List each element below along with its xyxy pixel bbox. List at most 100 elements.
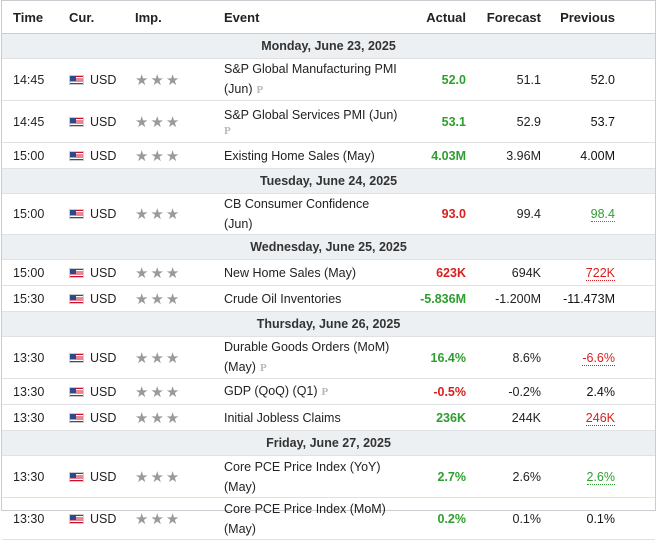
event-name-cell[interactable]: Core PCE Price Index (YoY) (May)	[224, 455, 404, 498]
event-importance-cell: ★★★	[135, 455, 224, 498]
event-actual: 4.03M	[404, 142, 476, 169]
event-row[interactable]: 13:30 USD ★★★ Core PCE Price Index (YoY) (M…	[2, 455, 655, 498]
event-currency-cell: USD	[69, 336, 135, 379]
importance-stars-icon: ★★★	[135, 409, 182, 427]
event-name-cell[interactable]: Durable Goods Orders (MoM) (May) P	[224, 336, 404, 379]
event-previous[interactable]: 98.4	[590, 207, 615, 222]
event-currency: USD	[90, 410, 117, 425]
day-label: Monday, June 23, 2025	[2, 33, 655, 59]
event-importance-cell: ★★★	[135, 285, 224, 312]
event-currency-cell: USD	[69, 455, 135, 498]
event-time: 14:45	[2, 58, 69, 101]
day-label: Friday, June 27, 2025	[2, 430, 655, 456]
event-actual: 53.1	[404, 100, 476, 143]
event-row[interactable]: 15:00 USD ★★★ New Home Sales (May) 623K 694K 7…	[2, 259, 655, 286]
event-name-cell[interactable]: GDP (QoQ) (Q1) P	[224, 378, 404, 405]
event-name-cell[interactable]: Core PCE Price Index (MoM) (May)	[224, 497, 404, 540]
day-header-row: Monday, June 23, 2025	[2, 33, 655, 59]
event-currency-cell: USD	[69, 58, 135, 101]
event-currency-cell: USD	[69, 142, 135, 169]
event-currency-cell: USD	[69, 497, 135, 540]
event-name[interactable]: Crude Oil Inventories	[224, 291, 342, 306]
event-importance-cell: ★★★	[135, 142, 224, 169]
event-name-cell[interactable]: S&P Global Manufacturing PMI (Jun) P	[224, 58, 404, 101]
event-name[interactable]: Core PCE Price Index (MoM) (May)	[224, 501, 386, 536]
event-name-cell[interactable]: Crude Oil Inventories	[224, 285, 404, 312]
event-importance-cell: ★★★	[135, 259, 224, 286]
day-header-row: Friday, June 27, 2025	[2, 430, 655, 456]
event-row[interactable]: 13:30 USD ★★★ Durable Goods Orders (MoM) (M…	[2, 336, 655, 379]
event-name[interactable]: CB Consumer Confidence (Jun)	[224, 197, 370, 231]
event-name-cell[interactable]: New Home Sales (May)	[224, 259, 404, 286]
event-time: 15:00	[2, 193, 69, 235]
us-flag-icon	[69, 74, 84, 85]
event-previous-cell: 4.00M	[541, 142, 655, 169]
event-name[interactable]: S&P Global Services PMI (Jun)	[224, 108, 398, 122]
event-importance-cell: ★★★	[135, 193, 224, 235]
col-header-time[interactable]: Time	[2, 1, 69, 34]
event-previous: 2.4%	[586, 384, 616, 399]
event-time: 14:45	[2, 100, 69, 143]
event-name[interactable]: Core PCE Price Index (YoY) (May)	[224, 459, 381, 494]
event-name[interactable]: Initial Jobless Claims	[224, 410, 341, 425]
event-row[interactable]: 15:00 USD ★★★ CB Consumer Confidence (Jun) 9…	[2, 193, 655, 235]
event-previous: 4.00M	[580, 148, 615, 163]
event-name-cell[interactable]: Existing Home Sales (May)	[224, 142, 404, 169]
event-previous-cell: 0.1%	[541, 497, 655, 540]
event-row[interactable]: 13:30 USD ★★★ GDP (QoQ) (Q1) P -0.5% -0.2% 2.4%	[2, 378, 655, 405]
event-name[interactable]: Durable Goods Orders (MoM) (May)	[224, 340, 390, 374]
header-row: Time Cur. Imp. Event Actual Forecast Pre…	[2, 1, 655, 34]
event-time: 15:30	[2, 285, 69, 312]
event-name-cell[interactable]: S&P Global Services PMI (Jun) P	[224, 100, 404, 143]
event-currency: USD	[90, 148, 117, 163]
col-header-currency[interactable]: Cur.	[69, 1, 135, 34]
event-forecast: 3.96M	[476, 142, 541, 169]
event-forecast: 52.9	[476, 100, 541, 143]
event-row[interactable]: 13:30 USD ★★★ Initial Jobless Claims 236K 244…	[2, 404, 655, 431]
day-label: Wednesday, June 25, 2025	[2, 234, 655, 260]
col-header-actual[interactable]: Actual	[404, 1, 476, 34]
event-name[interactable]: New Home Sales (May)	[224, 265, 356, 280]
event-currency: USD	[90, 511, 117, 526]
event-time: 13:30	[2, 455, 69, 498]
col-header-event[interactable]: Event	[224, 1, 404, 34]
event-importance-cell: ★★★	[135, 378, 224, 405]
importance-stars-icon: ★★★	[135, 383, 182, 401]
event-forecast: -0.2%	[476, 378, 541, 405]
event-row[interactable]: 15:00 USD ★★★ Existing Home Sales (May) 4.03…	[2, 142, 655, 169]
event-previous[interactable]: 246K	[585, 410, 615, 426]
event-previous[interactable]: -6.6%	[582, 350, 615, 366]
importance-stars-icon: ★★★	[135, 206, 182, 223]
day-label: Tuesday, June 24, 2025	[2, 168, 655, 194]
col-header-previous[interactable]: Previous	[541, 1, 655, 34]
importance-stars-icon: ★★★	[135, 468, 182, 486]
col-header-forecast[interactable]: Forecast	[476, 1, 541, 34]
event-previous: 52.0	[590, 72, 615, 87]
event-actual: -5.836M	[404, 285, 476, 312]
event-name-cell[interactable]: CB Consumer Confidence (Jun)	[224, 193, 404, 235]
event-previous-cell: -6.6%	[541, 336, 655, 379]
event-time: 13:30	[2, 336, 69, 379]
event-previous[interactable]: 2.6%	[586, 469, 615, 485]
event-row[interactable]: 15:30 USD ★★★ Crude Oil Inventories -5.836M -…	[2, 285, 655, 312]
event-row[interactable]: 13:30 USD ★★★ Core PCE Price Index (MoM) (M…	[2, 497, 655, 540]
event-name[interactable]: GDP (QoQ) (Q1)	[224, 384, 318, 398]
event-row[interactable]: 14:45 USD ★★★ S&P Global Manufacturing PMI …	[2, 58, 655, 101]
us-flag-icon	[69, 209, 84, 219]
event-actual: -0.5%	[404, 378, 476, 405]
event-previous[interactable]: 722K	[585, 265, 615, 281]
event-name[interactable]: S&P Global Manufacturing PMI (Jun)	[224, 62, 397, 96]
event-actual: 623K	[404, 259, 476, 286]
col-header-importance[interactable]: Imp.	[135, 1, 224, 34]
event-actual: 16.4%	[404, 336, 476, 379]
event-actual: 236K	[404, 404, 476, 431]
event-time: 15:00	[2, 259, 69, 286]
day-header-row: Tuesday, June 24, 2025	[2, 168, 655, 194]
event-name-cell[interactable]: Initial Jobless Claims	[224, 404, 404, 431]
event-forecast: 8.6%	[476, 336, 541, 379]
event-name[interactable]: Existing Home Sales (May)	[224, 148, 375, 163]
us-flag-icon	[69, 293, 84, 304]
event-row[interactable]: 14:45 USD ★★★ S&P Global Services PMI (Jun)…	[2, 100, 655, 143]
event-previous-cell: 98.4	[541, 193, 655, 235]
